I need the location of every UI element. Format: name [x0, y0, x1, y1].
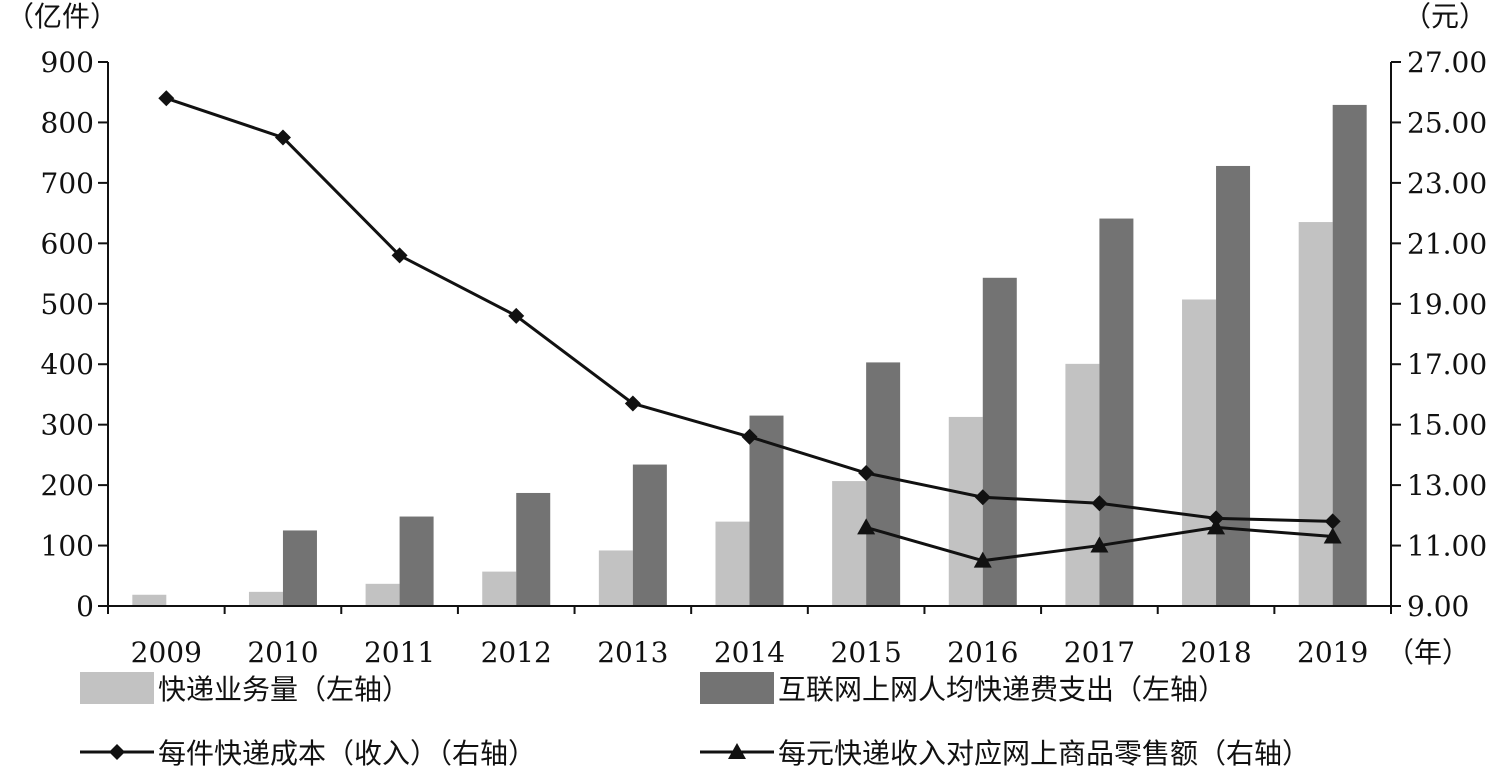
- marker-triangle: [1207, 518, 1226, 535]
- x-tick-label: 2013: [597, 636, 668, 669]
- x-tick-label: 2017: [1064, 636, 1135, 669]
- bar-volume-2014: [715, 521, 750, 606]
- marker-diamond: [158, 90, 175, 107]
- marker-diamond: [1091, 495, 1108, 512]
- bar-volume-2012: [482, 571, 517, 606]
- x-axis-ticks: 2009 2010 2011 2012 2013 2014 2015 2016 2017 2018…: [107, 606, 1392, 669]
- legend-label: 快递业务量（左轴）: [158, 673, 410, 706]
- lines-layer: [158, 90, 1342, 568]
- left-tick-label: 800: [41, 106, 94, 139]
- left-tick-label: 400: [41, 348, 94, 381]
- bar-spend-2016: [982, 277, 1017, 606]
- bar-spend-2015: [866, 362, 901, 606]
- left-axis-ticks: 0 100 200 300 400 500 600 700 800 900: [41, 46, 108, 623]
- bar-volume-2017: [1065, 363, 1100, 606]
- legend-label: 每元快递收入对应网上商品零售额（右轴）: [778, 737, 1310, 770]
- marker-triangle: [973, 551, 992, 568]
- x-tick-label: 2019: [1297, 636, 1368, 669]
- right-tick-label: 25.00: [1407, 106, 1487, 139]
- marker-diamond: [741, 428, 758, 445]
- marker-triangle: [857, 518, 876, 535]
- bar-volume-2015: [832, 481, 867, 606]
- right-tick-label: 21.00: [1407, 227, 1487, 260]
- right-tick-label: 17.00: [1407, 348, 1487, 381]
- right-tick-label: 9.00: [1407, 590, 1469, 623]
- bar-spend-2018: [1216, 165, 1251, 606]
- x-axis-unit: （年）: [1386, 636, 1470, 669]
- right-axis-ticks: 9.00 11.00 13.00 15.00 17.00 19.00 21.00 23.00 2…: [1391, 46, 1487, 623]
- right-tick-label: 23.00: [1407, 167, 1487, 200]
- bar-spend-2014: [749, 415, 784, 606]
- left-tick-label: 0: [76, 590, 94, 623]
- legend-marker-diamond: [109, 744, 125, 760]
- right-tick-label: 19.00: [1407, 288, 1487, 321]
- bar-spend-2011: [399, 516, 434, 606]
- x-tick-label: 2009: [131, 636, 202, 669]
- bar-spend-2010: [282, 530, 317, 606]
- right-tick-label: 13.00: [1407, 469, 1487, 502]
- bar-volume-2011: [365, 583, 400, 606]
- legend-label: 每件快递成本（收入）（右轴）: [158, 737, 536, 770]
- x-tick-label: 2014: [714, 636, 785, 669]
- bar-volume-2016: [948, 416, 983, 606]
- bar-spend-2013: [632, 464, 667, 606]
- left-tick-label: 600: [41, 227, 94, 260]
- bar-volume-2018: [1182, 299, 1217, 606]
- marker-diamond: [974, 489, 991, 506]
- bar-volume-2013: [598, 550, 633, 606]
- marker-diamond: [508, 307, 525, 324]
- marker-diamond: [1208, 510, 1225, 527]
- right-tick-label: 15.00: [1407, 409, 1487, 442]
- x-tick-label: 2015: [831, 636, 902, 669]
- legend-swatch: [80, 672, 154, 704]
- legend: 快递业务量（左轴） 互联网上网人均快递费支出（左轴） 每件快递成本（收入）（右轴） 每…: [80, 672, 1310, 770]
- left-tick-label: 300: [41, 409, 94, 442]
- marker-diamond: [274, 129, 291, 146]
- legend-label: 互联网上网人均快递费支出（左轴）: [778, 673, 1226, 706]
- x-tick-label: 2016: [947, 636, 1018, 669]
- left-tick-label: 100: [41, 530, 94, 563]
- marker-triangle: [1090, 536, 1109, 553]
- right-tick-label: 27.00: [1407, 46, 1487, 79]
- marker-diamond: [1324, 513, 1341, 530]
- left-axis-unit: （亿件）: [6, 0, 118, 33]
- legend-marker-triangle: [728, 743, 746, 759]
- left-tick-label: 700: [41, 167, 94, 200]
- bar-volume-2009: [132, 594, 167, 606]
- bar-volume-2010: [248, 591, 283, 606]
- x-tick-label: 2011: [364, 636, 435, 669]
- right-tick-label: 11.00: [1407, 530, 1487, 563]
- marker-diamond: [624, 395, 641, 412]
- marker-diamond: [391, 247, 408, 264]
- x-tick-label: 2012: [481, 636, 552, 669]
- bars-layer: [132, 104, 1367, 606]
- bar-volume-2019: [1298, 222, 1333, 606]
- right-axis-unit: （元）: [1403, 0, 1487, 33]
- bar-spend-2019: [1332, 104, 1367, 606]
- marker-triangle: [1323, 527, 1342, 544]
- x-tick-label: 2018: [1180, 636, 1251, 669]
- axes-layer: [107, 62, 1392, 607]
- legend-swatch: [700, 672, 774, 704]
- x-tick-label: 2010: [247, 636, 318, 669]
- left-tick-label: 900: [41, 46, 94, 79]
- left-tick-label: 500: [41, 288, 94, 321]
- marker-diamond: [858, 465, 875, 482]
- bar-spend-2012: [516, 492, 551, 606]
- left-tick-label: 200: [41, 469, 94, 502]
